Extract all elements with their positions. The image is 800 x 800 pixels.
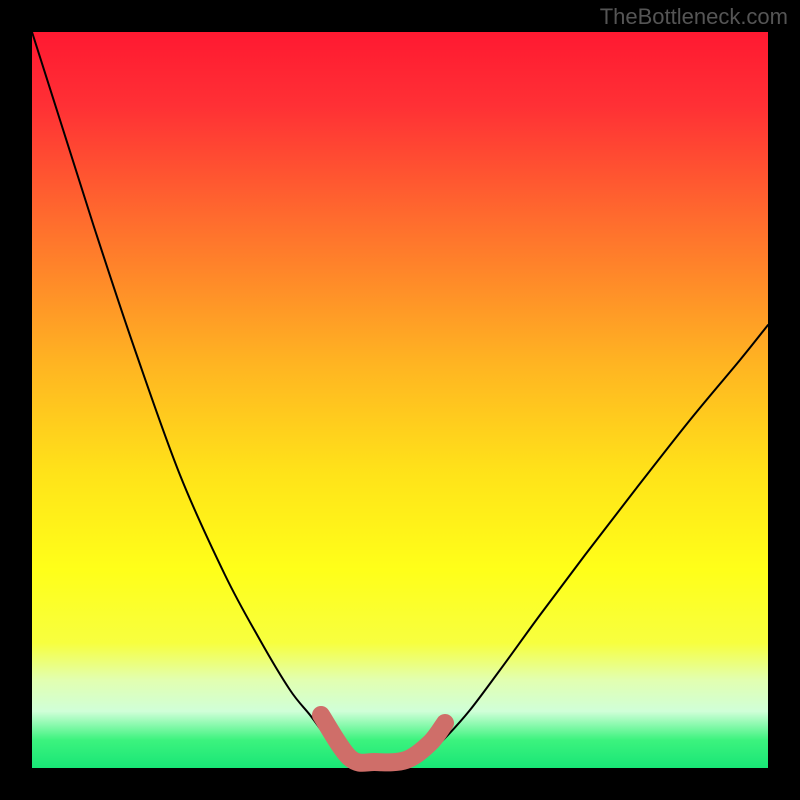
chart-container: TheBottleneck.com: [0, 0, 800, 800]
bottleneck-chart: [0, 0, 800, 800]
watermark-text: TheBottleneck.com: [600, 4, 788, 30]
plot-background: [32, 32, 768, 768]
